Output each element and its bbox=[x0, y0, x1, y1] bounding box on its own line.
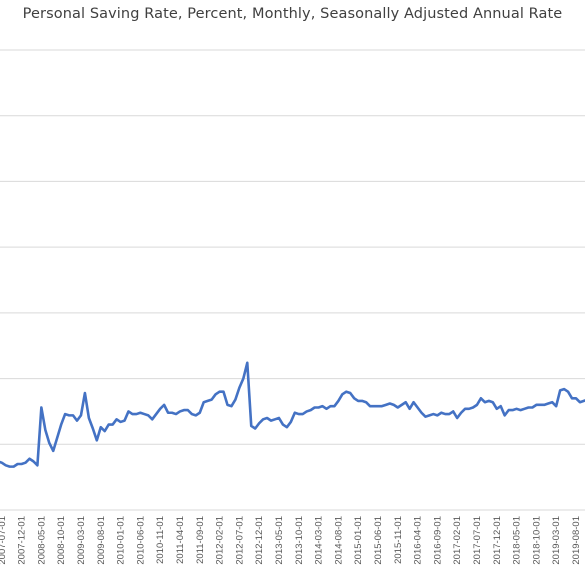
x-tick-label: 2016-04-01 bbox=[413, 516, 424, 565]
x-tick-label: 2010-11-01 bbox=[155, 516, 166, 564]
x-tick-label: 2009-08-01 bbox=[96, 516, 107, 565]
x-tick-label: 2019-03-01 bbox=[551, 516, 562, 565]
x-tick-label: 2014-08-01 bbox=[333, 516, 344, 565]
x-tick-label: 2012-07-01 bbox=[234, 516, 245, 565]
x-tick-label: 2012-02-01 bbox=[215, 516, 226, 565]
x-tick-label: 2013-10-01 bbox=[294, 516, 305, 565]
x-tick-label: 2017-07-01 bbox=[472, 516, 483, 565]
x-tick-label: 2008-05-01 bbox=[36, 516, 47, 565]
x-tick-label: 2016-09-01 bbox=[432, 516, 443, 565]
x-tick-label: 2012-12-01 bbox=[254, 516, 265, 565]
x-tick-label: 2018-10-01 bbox=[531, 516, 542, 565]
x-tick-label: 2015-01-01 bbox=[353, 516, 364, 565]
x-tick-label: 2019-08-01 bbox=[571, 516, 582, 565]
x-tick-label: 2008-10-01 bbox=[56, 516, 67, 565]
x-tick-label: 2013-05-01 bbox=[274, 516, 285, 565]
x-tick-label: 2018-05-01 bbox=[512, 516, 523, 565]
x-tick-label: 2017-12-01 bbox=[492, 516, 503, 565]
x-tick-label: 2007-12-01 bbox=[17, 516, 28, 565]
x-tick-label: 2010-01-01 bbox=[116, 516, 127, 565]
x-tick-label: 2007-07-01 bbox=[0, 516, 8, 565]
x-tick-label: 2009-03-01 bbox=[76, 516, 87, 565]
x-tick-label: 2015-06-01 bbox=[373, 516, 384, 565]
series-line bbox=[0, 361, 585, 468]
x-tick-label: 2010-06-01 bbox=[135, 516, 146, 565]
x-tick-label: 2015-11-01 bbox=[393, 516, 404, 564]
chart-title: Personal Saving Rate, Percent, Monthly, … bbox=[22, 6, 563, 22]
x-tick-label: 2014-03-01 bbox=[314, 516, 325, 565]
x-tick-label: 2011-09-01 bbox=[195, 516, 206, 564]
x-tick-label: 2017-02-01 bbox=[452, 516, 463, 565]
x-tick-label: 2011-04-01 bbox=[175, 516, 186, 564]
